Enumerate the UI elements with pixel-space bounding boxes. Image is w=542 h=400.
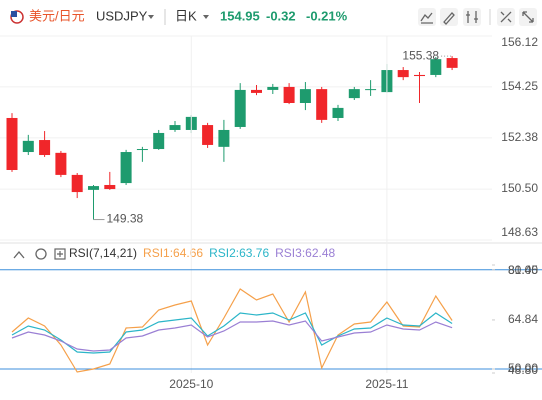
rsi-line <box>11 320 453 352</box>
candle-body <box>71 174 83 193</box>
y-tick-label: 50.00 <box>508 361 538 375</box>
max-annotation: 155.38 <box>402 48 439 62</box>
candle-body <box>348 89 360 99</box>
y-tick-label: 152.38 <box>501 130 538 144</box>
rsi-line <box>11 288 453 373</box>
candle-body <box>6 117 18 171</box>
min-annotation: 149.38 <box>107 212 144 226</box>
symbol[interactable]: USDJPY <box>96 8 148 23</box>
candle-body <box>397 70 409 78</box>
candle-body <box>267 86 279 90</box>
y-tick-label: 148.63 <box>501 225 538 239</box>
rsi-header: RSI(7,14,21) RSI1:64.66 RSI2:63.76 RSI3:… <box>13 246 336 260</box>
candle-body <box>120 152 132 184</box>
candle-body <box>446 58 458 68</box>
indicator-icon <box>420 12 433 24</box>
candle-body <box>202 125 214 145</box>
legend-entry: RSI1:64.66 <box>143 246 203 260</box>
candle-body <box>234 89 246 127</box>
price: 154.95 <box>220 8 260 23</box>
flag-icon <box>11 11 17 17</box>
pair-name[interactable]: 美元/日元 <box>29 8 85 23</box>
params-icon[interactable] <box>54 248 66 260</box>
indicator-title: RSI(7,14,21) <box>69 246 137 260</box>
candle-body <box>22 140 34 153</box>
legend-entry: RSI3:62.48 <box>275 246 335 260</box>
y-tick-label: 48.80 <box>508 363 538 377</box>
dropdown-icon[interactable] <box>148 15 154 19</box>
y-tick-label: 156.12 <box>501 35 538 49</box>
candle-body <box>283 86 295 104</box>
settings-icon[interactable] <box>35 248 47 260</box>
candle-body <box>104 184 116 190</box>
rsi-line <box>11 312 453 354</box>
candle-body <box>88 186 99 190</box>
y-tick-label: 154.25 <box>501 79 538 93</box>
candle-body <box>316 89 328 120</box>
candle-body <box>414 74 425 77</box>
candle-body <box>251 89 262 93</box>
period[interactable]: 日K <box>175 8 197 23</box>
legend-entry: RSI2:63.76 <box>209 246 269 260</box>
draw-icon <box>443 12 455 25</box>
candle-body <box>55 152 67 175</box>
y-tick-label: 80.00 <box>508 263 538 277</box>
change-percent: -0.21% <box>306 8 348 23</box>
settings-button[interactable] <box>463 8 481 26</box>
candle-body <box>332 107 344 118</box>
candle-body <box>365 89 377 91</box>
y-tick-label: 64.84 <box>508 312 538 326</box>
candle-body <box>169 125 181 130</box>
collapse-icon[interactable] <box>13 250 25 259</box>
candle-body <box>299 89 311 104</box>
candle-body <box>136 149 148 151</box>
candle-body <box>218 129 230 147</box>
candle-body <box>430 59 442 75</box>
fullscreen-icon <box>522 11 534 23</box>
candle-body <box>153 132 165 150</box>
y-tick-label: 150.50 <box>501 181 538 195</box>
dropdown-icon[interactable] <box>203 15 209 19</box>
change: -0.32 <box>266 8 296 23</box>
x-tick-label: 2025-11 <box>365 377 408 391</box>
y-tick-label: 81.45 <box>508 263 538 277</box>
candle-body <box>39 140 51 156</box>
settings-icon <box>466 11 478 23</box>
params-icon <box>57 251 63 257</box>
toolbar: 美元/日元 USDJPY 日K 154.95 -0.32 -0.21% <box>10 8 537 26</box>
x-tick-label: 2025-10 <box>169 377 213 391</box>
compare-icon <box>500 11 512 23</box>
